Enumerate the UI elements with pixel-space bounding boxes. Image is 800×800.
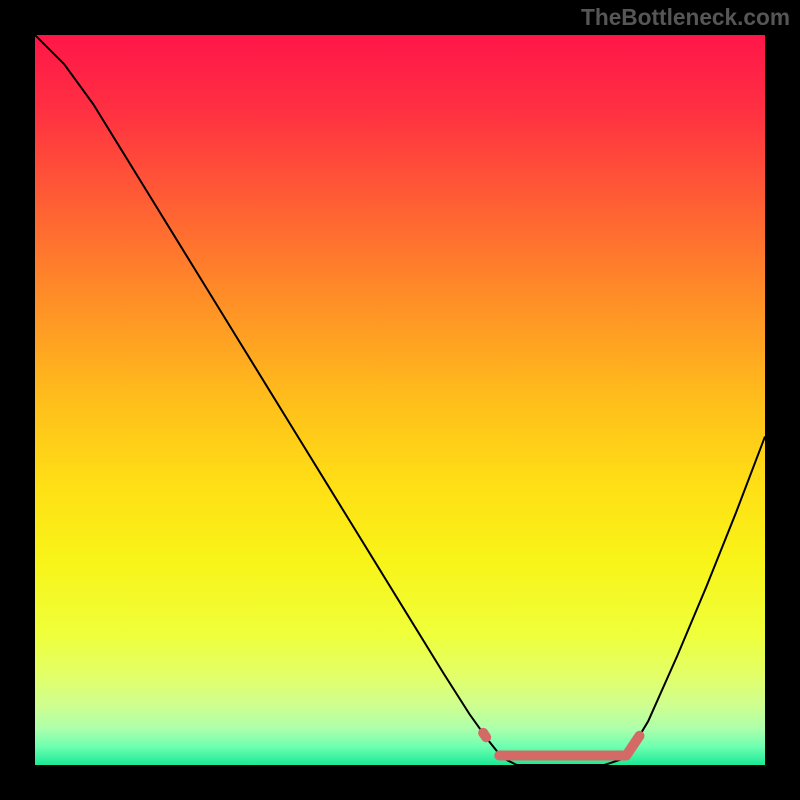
chart-svg bbox=[35, 35, 765, 765]
bottleneck-curve bbox=[35, 35, 765, 765]
highlight-segment bbox=[499, 736, 639, 756]
chart-frame: TheBottleneck.com bbox=[0, 0, 800, 800]
watermark-text: TheBottleneck.com bbox=[581, 4, 790, 31]
plot-area bbox=[35, 35, 765, 765]
highlight-dot bbox=[478, 728, 488, 738]
